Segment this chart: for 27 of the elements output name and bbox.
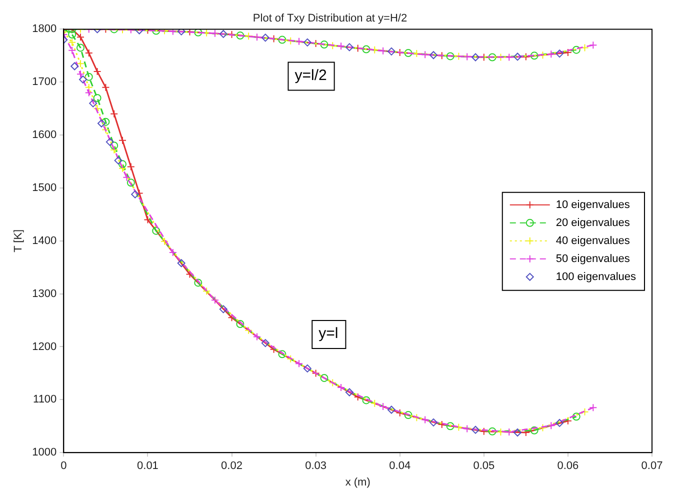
legend-label: 50 eigenvalues (556, 252, 630, 265)
x-tick-label: 0.07 (641, 460, 663, 472)
legend-label: 100 eigenvalues (556, 270, 636, 283)
y-tick-label: 1000 (32, 446, 57, 459)
x-tick-label: 0.05 (473, 460, 495, 472)
x-tick-label: 0 (60, 460, 67, 472)
annotation: y=l/2 (294, 66, 327, 84)
y-tick-label: 1500 (32, 182, 57, 194)
y-axis-title: T [K] (12, 229, 25, 252)
x-tick-label: 0.04 (389, 460, 411, 472)
x-tick-label: 0.03 (305, 460, 327, 472)
annotation: y=l (318, 325, 338, 342)
chart-title: Plot of Txy Distribution at y=H/2 (252, 12, 408, 25)
x-tick-label: 0.02 (221, 460, 242, 472)
legend-label: 40 eigenvalues (556, 234, 630, 247)
y-tick-label: 1200 (32, 340, 57, 353)
y-tick-label: 1800 (32, 23, 57, 36)
x-tick-label: 0.06 (557, 460, 579, 472)
y-tick-label: 1400 (32, 234, 57, 247)
y-tick-label: 1300 (32, 288, 57, 300)
y-tick-label: 1100 (33, 394, 57, 406)
x-axis-title: x (m) (345, 476, 370, 488)
legend-label: 10 eigenvalues (556, 198, 630, 211)
legend-label: 20 eigenvalues (556, 216, 630, 229)
y-tick-label: 1600 (32, 129, 57, 142)
x-tick-label: 0.01 (137, 460, 158, 472)
y-tick-label: 1700 (32, 76, 57, 88)
